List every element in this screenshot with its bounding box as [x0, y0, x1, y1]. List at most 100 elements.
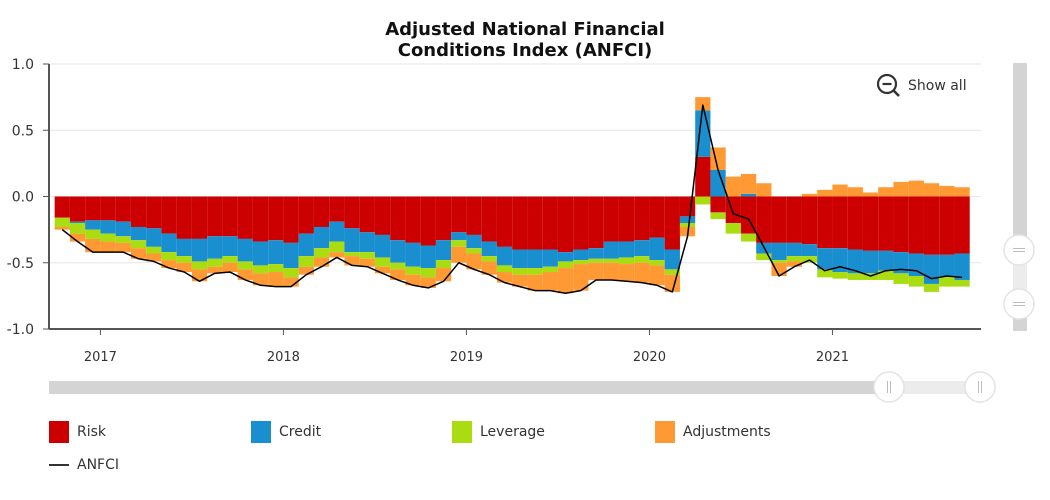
bar-risk [146, 196, 162, 229]
bar-credit [313, 226, 330, 249]
bar-leverage [283, 268, 299, 278]
bar-credit [161, 233, 177, 253]
show-all-label: Show all [908, 78, 967, 94]
bar-credit [146, 228, 162, 247]
legend-line-anfci [49, 464, 69, 466]
bar-adjustments [954, 187, 970, 197]
bar-leverage [115, 236, 131, 243]
bar-adjustments [649, 265, 665, 286]
bar-risk [695, 156, 711, 197]
bar-credit [222, 236, 238, 257]
bar-leverage [252, 265, 269, 274]
bar-adjustments [176, 262, 192, 273]
bar-risk [161, 196, 177, 234]
bar-adjustments [878, 187, 894, 197]
legend-item-credit[interactable]: Credit [251, 421, 321, 443]
bar-risk [817, 196, 833, 249]
bar-adjustments [252, 273, 269, 286]
navigator-selection[interactable] [889, 381, 981, 394]
bar-adjustments [634, 262, 650, 283]
bar-risk [847, 196, 863, 250]
bar-leverage [85, 229, 101, 239]
bar-adjustments [344, 256, 360, 266]
bar-adjustments [847, 187, 863, 197]
bar-credit [329, 221, 345, 242]
bar-risk [634, 196, 650, 241]
bar-credit [237, 238, 253, 262]
bar-leverage [954, 279, 970, 287]
legend-item-adjustments[interactable]: Adjustments [655, 421, 771, 443]
bar-risk [466, 196, 482, 235]
bar-adjustments [374, 266, 391, 274]
bar-leverage [359, 252, 375, 259]
bar-credit [451, 232, 467, 241]
bar-leverage [634, 256, 650, 263]
bar-adjustments [908, 180, 924, 197]
bar-adjustments [130, 248, 147, 259]
bar-credit [252, 241, 269, 266]
bar-credit [786, 242, 802, 257]
x-tick-label: 2020 [633, 350, 666, 365]
bar-adjustments [557, 268, 574, 294]
bar-credit [832, 248, 848, 273]
bar-leverage [420, 268, 436, 278]
bar-leverage [313, 248, 330, 258]
bar-risk [603, 196, 619, 242]
legend-item-anfci[interactable]: ANFCI [49, 457, 119, 473]
legend-swatch-leverage [452, 421, 472, 443]
bar-risk [771, 196, 787, 243]
bar-leverage [390, 262, 406, 270]
bar-leverage [268, 264, 284, 273]
bar-leverage [649, 260, 665, 266]
navigator-right-handle[interactable] [964, 371, 996, 403]
bar-credit [542, 249, 558, 267]
bar-leverage [588, 258, 604, 263]
legend-item-risk[interactable]: Risk [49, 421, 106, 443]
bar-credit [69, 221, 86, 223]
bar-leverage [146, 246, 162, 254]
bar-credit [710, 170, 726, 197]
bar-credit [344, 228, 360, 253]
bar-adjustments [69, 233, 86, 242]
bar-adjustments [603, 262, 619, 280]
bar-adjustments [451, 246, 467, 263]
bar-credit [466, 234, 482, 249]
bar-leverage [69, 223, 86, 234]
navigator-left-handle[interactable] [873, 371, 905, 403]
x-tick-label: 2017 [84, 350, 117, 365]
bar-adjustments [893, 181, 909, 197]
bar-adjustments [527, 274, 543, 291]
navigator-track-unselected[interactable] [49, 381, 889, 394]
bar-risk [939, 196, 955, 255]
bar-leverage [603, 258, 619, 263]
y-scrollbar-bottom-handle[interactable] [1003, 288, 1035, 320]
bar-adjustments [695, 97, 711, 111]
bar-leverage [435, 260, 452, 269]
bar-adjustments [481, 261, 497, 275]
bar-adjustments [268, 272, 284, 287]
legend-item-leverage[interactable]: Leverage [452, 421, 545, 443]
bar-risk [374, 196, 391, 235]
bar-risk [451, 196, 467, 233]
bar-credit [618, 241, 635, 258]
x-tick-label: 2019 [450, 350, 483, 365]
y-scrollbar-top-handle[interactable] [1003, 234, 1035, 266]
bar-credit [634, 240, 650, 257]
bar-adjustments [740, 173, 757, 194]
bar-credit [878, 250, 894, 271]
bar-risk [298, 196, 314, 234]
bar-risk [359, 196, 375, 233]
bar-adjustments [313, 257, 330, 267]
bar-risk [85, 196, 101, 221]
bar-leverage [725, 223, 741, 234]
x-tick-label: 2018 [267, 350, 300, 365]
show-all-button[interactable]: Show all [876, 73, 967, 99]
bar-adjustments [435, 268, 452, 282]
bar-leverage [756, 253, 772, 261]
bar-risk [207, 196, 223, 237]
bar-credit [130, 226, 147, 241]
bar-leverage [54, 217, 70, 227]
anfci-line [61, 104, 963, 294]
bar-risk [557, 196, 574, 253]
bar-leverage [710, 212, 726, 220]
